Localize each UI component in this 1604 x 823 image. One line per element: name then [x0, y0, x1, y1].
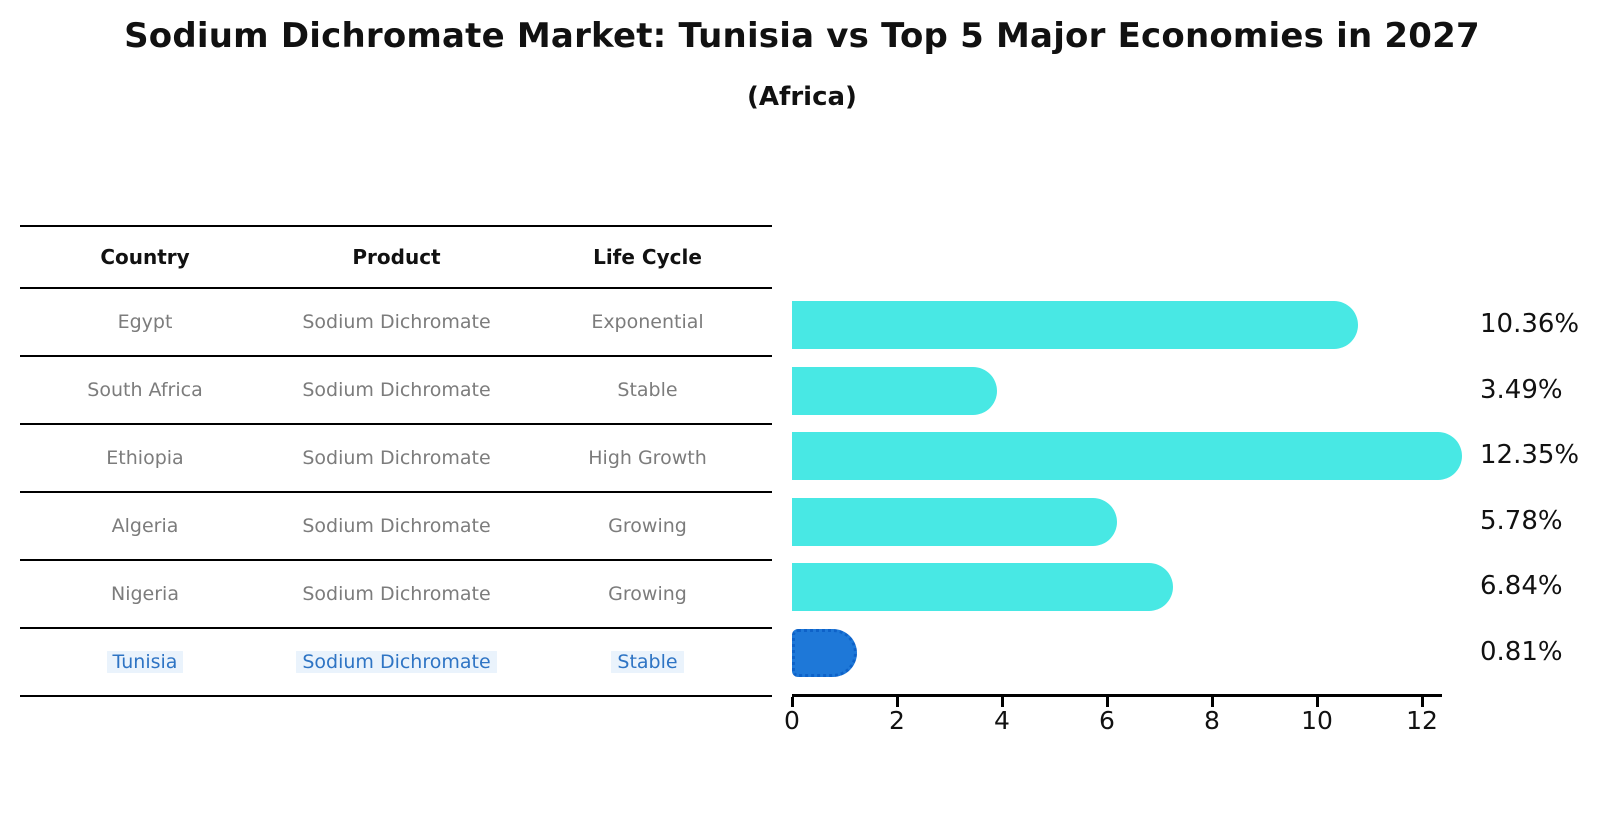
- cell-life-cycle: Growing: [608, 583, 687, 605]
- chart-title: Sodium Dichromate Market: Tunisia vs Top…: [124, 16, 1480, 56]
- cell-product: Sodium Dichromate: [302, 515, 491, 537]
- cell-product: Sodium Dichromate: [302, 583, 491, 605]
- cell-country: Algeria: [111, 515, 179, 537]
- table-row-nigeria: Nigeria Sodium Dichromate Growing: [20, 561, 772, 629]
- bar-egypt: [792, 301, 1358, 349]
- table-row-south-africa: South Africa Sodium Dichromate Stable: [20, 357, 772, 425]
- chart-subtitle: (Africa): [747, 82, 857, 112]
- x-tick-label: 2: [889, 706, 905, 735]
- bar-value-label: 6.84%: [1480, 571, 1563, 601]
- cell-product: Sodium Dichromate: [302, 379, 491, 401]
- x-tick-mark: [1210, 697, 1214, 707]
- x-tick-label: 6: [1099, 706, 1115, 735]
- bar-value-label: 10.36%: [1480, 309, 1580, 339]
- table-row-egypt: Egypt Sodium Dichromate Exponential: [20, 289, 772, 357]
- cell-life-cycle: Stable: [617, 379, 678, 401]
- x-tick-mark: [790, 697, 794, 707]
- x-tick-mark: [1315, 697, 1319, 707]
- x-tick-mark: [895, 697, 899, 707]
- table-row-algeria: Algeria Sodium Dichromate Growing: [20, 493, 772, 561]
- cell-country: Egypt: [117, 311, 173, 333]
- cell-life-cycle: Stable: [523, 651, 772, 673]
- country-info-table: Country Product Life Cycle Egypt Sodium …: [20, 225, 772, 697]
- cell-country: Tunisia: [20, 651, 270, 673]
- x-axis-line: [792, 694, 1442, 697]
- cell-country: Nigeria: [111, 583, 179, 605]
- cell-life-cycle: High Growth: [588, 447, 707, 469]
- bar-ethiopia: [792, 432, 1463, 480]
- x-tick-mark: [1000, 697, 1004, 707]
- bar-algeria: [792, 497, 1118, 546]
- table-row-ethiopia: Ethiopia Sodium Dichromate High Growth: [20, 425, 772, 493]
- table-row-tunisia: Tunisia Sodium Dichromate Stable: [20, 629, 772, 697]
- x-tick-label: 12: [1406, 706, 1438, 735]
- x-tick-label: 8: [1204, 706, 1220, 735]
- x-tick-label: 10: [1301, 706, 1333, 735]
- cell-product: Sodium Dichromate: [302, 447, 491, 469]
- bar-value-label: 3.49%: [1480, 374, 1563, 405]
- cell-product: Sodium Dichromate: [302, 311, 491, 333]
- table-header-row: Country Product Life Cycle: [20, 227, 772, 289]
- cell-life-cycle: Exponential: [591, 311, 704, 333]
- cell-country: Ethiopia: [106, 447, 184, 469]
- column-header-life-cycle: Life Cycle: [593, 245, 702, 269]
- x-tick-mark: [1420, 697, 1424, 707]
- cell-life-cycle: Growing: [608, 515, 687, 537]
- x-tick-label: 0: [784, 706, 800, 735]
- bar-value-label: 12.35%: [1480, 440, 1580, 470]
- cell-country: South Africa: [87, 379, 203, 401]
- bar-value-label: 5.78%: [1480, 505, 1563, 536]
- bar-tunisia-highlight: [792, 628, 857, 677]
- bar-nigeria: [792, 563, 1174, 611]
- bar-value-label: 0.81%: [1480, 636, 1563, 667]
- bar-south-africa: [792, 366, 998, 415]
- x-tick-mark: [1105, 697, 1109, 707]
- cell-product: Sodium Dichromate: [270, 651, 523, 673]
- column-header-country: Country: [100, 245, 190, 269]
- column-header-product: Product: [352, 245, 441, 269]
- x-tick-label: 4: [994, 706, 1010, 735]
